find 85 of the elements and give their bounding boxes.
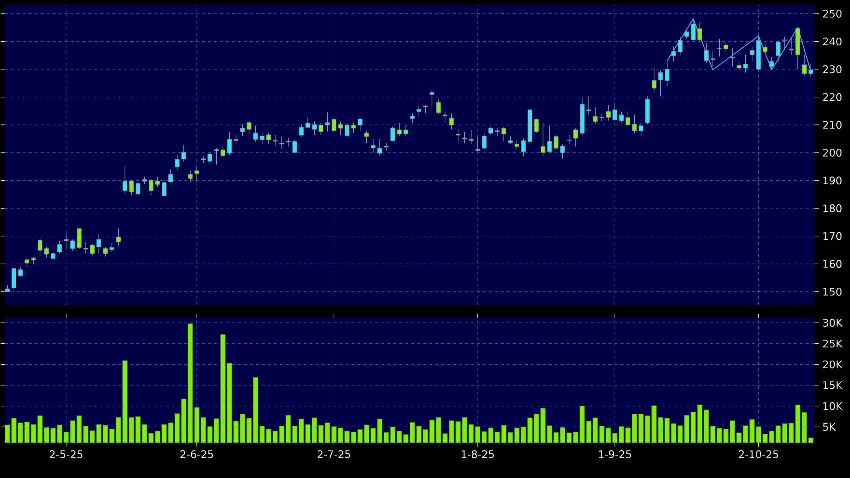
candlestick	[560, 144, 566, 160]
x-tick-label: 2-5-25	[50, 450, 83, 458]
candlestick	[58, 240, 62, 254]
x-tick-label: 2-6-25	[180, 450, 214, 458]
candlestick	[442, 111, 448, 124]
candlestick	[168, 169, 174, 184]
candlestick	[449, 113, 454, 130]
candlestick	[384, 143, 389, 152]
y-tick-label: 15K	[824, 382, 843, 390]
y-tick-label: 10K	[824, 402, 843, 410]
candlestick	[521, 138, 526, 157]
y-tick-label: 240	[823, 38, 842, 46]
candlestick	[476, 136, 480, 152]
y-tick-label: 180	[824, 204, 842, 212]
y-tick-label: 5K	[823, 423, 836, 432]
candlestick	[344, 123, 350, 138]
y-tick-label: 190	[824, 176, 842, 185]
candlestick	[430, 89, 435, 108]
candlestick	[410, 113, 415, 124]
candlestick	[717, 38, 722, 58]
candlestick	[456, 129, 461, 144]
candlestick	[332, 117, 337, 134]
candlestick	[175, 154, 180, 170]
candlestick	[645, 96, 650, 125]
y-tick-label: 30K	[823, 319, 843, 327]
y-tick-label: 20K	[823, 360, 843, 369]
candlestick	[547, 126, 552, 154]
candlestick	[567, 134, 572, 145]
candlestick	[116, 228, 122, 246]
candlestick	[122, 166, 128, 194]
x-tick-label: 1-8-25	[462, 450, 494, 458]
candlestick	[136, 182, 141, 197]
candlestick	[724, 42, 729, 54]
candlestick	[129, 180, 134, 196]
candlestick	[482, 134, 487, 150]
y-tick-label: 170	[824, 232, 842, 240]
candlestick	[763, 44, 768, 56]
y-tick-label: 150	[824, 288, 842, 296]
x-tick-label: 1-9-25	[599, 450, 632, 458]
y-tick-label: 230	[823, 66, 842, 74]
candlestick	[148, 178, 154, 196]
y-tick-label: 200	[823, 148, 842, 157]
candlestick	[364, 130, 370, 144]
y-tick-label: 220	[823, 93, 842, 102]
candlestick	[325, 112, 330, 132]
candlestick	[514, 140, 520, 150]
candlestick	[534, 118, 540, 134]
candlestick	[632, 114, 638, 134]
y-tick-label: 160	[824, 260, 842, 268]
y-tick-label: 25K	[823, 340, 843, 348]
candlestick	[540, 122, 546, 158]
candlestick	[554, 134, 559, 150]
y-tick-label: 250	[823, 10, 842, 18]
y-tick-label: 210	[823, 121, 842, 130]
candlestick	[782, 36, 788, 50]
candlestick	[38, 238, 43, 257]
candlestick	[220, 146, 226, 158]
candlestick	[743, 54, 748, 74]
candlestick	[626, 111, 631, 128]
candlestick	[44, 246, 50, 258]
candlestick	[358, 118, 363, 132]
candlestick	[638, 123, 644, 138]
candlestick	[227, 132, 232, 156]
candlestick	[770, 56, 774, 70]
candlestick	[273, 134, 278, 147]
candlestick	[730, 48, 736, 68]
candlestick	[351, 122, 356, 134]
candlestick	[12, 268, 16, 290]
candlestick	[338, 121, 344, 136]
candlestick	[776, 40, 781, 62]
x-tick-label: 2-10-25	[739, 450, 778, 458]
x-tick-label: 2-7-25	[318, 450, 350, 458]
candlestick	[18, 267, 24, 277]
candlestick	[652, 66, 657, 94]
candlestick	[280, 136, 284, 150]
candlestick	[246, 120, 252, 135]
candlestick	[750, 46, 755, 62]
candlestick	[24, 257, 30, 268]
candlestick	[240, 124, 246, 137]
candlestick	[182, 144, 186, 162]
candlestick	[188, 170, 193, 184]
candlestick	[214, 148, 219, 165]
candlestick	[416, 106, 422, 117]
candlestick	[436, 99, 442, 115]
candlestick	[194, 166, 200, 182]
